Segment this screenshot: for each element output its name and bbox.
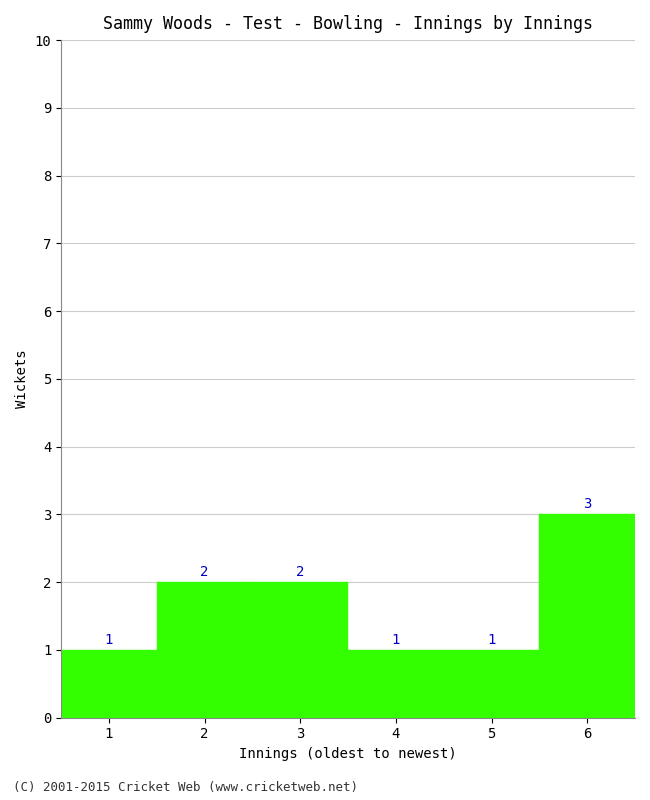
X-axis label: Innings (oldest to newest): Innings (oldest to newest) [239,747,457,761]
Text: 1: 1 [392,633,400,646]
Text: 1: 1 [488,633,496,646]
Text: 3: 3 [583,497,592,511]
Text: 2: 2 [296,565,304,579]
Bar [157,582,252,718]
Bar [348,650,444,718]
Bar [252,582,348,718]
Y-axis label: Wickets: Wickets [15,350,29,408]
Bar [540,514,635,718]
Text: 2: 2 [200,565,209,579]
Text: (C) 2001-2015 Cricket Web (www.cricketweb.net): (C) 2001-2015 Cricket Web (www.cricketwe… [13,781,358,794]
Bar [444,650,540,718]
Title: Sammy Woods - Test - Bowling - Innings by Innings: Sammy Woods - Test - Bowling - Innings b… [103,15,593,33]
Text: 1: 1 [105,633,113,646]
Bar [61,650,157,718]
